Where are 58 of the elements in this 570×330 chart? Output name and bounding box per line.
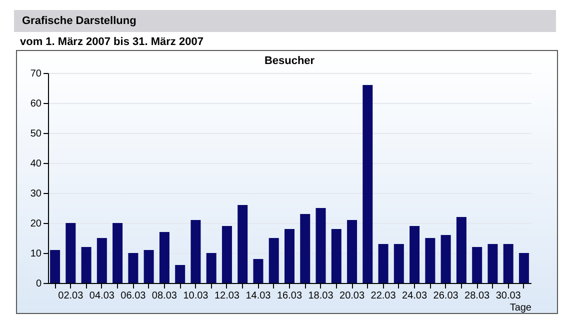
bar [206,253,216,283]
bar [456,217,466,283]
x-tick-label: 28.03 [464,290,490,302]
bar [284,229,294,283]
bar [425,238,436,283]
bar [488,244,498,283]
y-tick-label: 50 [30,128,42,140]
bar [410,226,420,283]
bar [190,220,201,283]
x-tick-label: 08.03 [152,290,178,302]
bar [440,235,451,283]
bar [144,250,154,283]
bar [128,253,138,283]
x-axis-title: Tage [510,302,532,314]
bar [300,214,310,283]
y-tick-label: 70 [30,68,42,80]
x-tick-label: 04.03 [89,290,115,302]
x-tick-label: 12.03 [214,290,240,302]
bar [316,208,326,283]
x-tick-label: 24.03 [402,290,428,302]
bar [362,85,373,283]
chart-title: Besucher [264,55,316,67]
x-tick-label: 26.03 [433,290,459,302]
bar [378,244,388,283]
bar [96,238,107,283]
x-tick-label: 30.03 [496,290,522,302]
x-tick-label: 14.03 [246,290,272,302]
bar [331,229,342,283]
bar [268,238,279,283]
bar [175,265,186,283]
bar [394,244,404,283]
bar [112,223,123,283]
y-tick-label: 10 [30,248,42,260]
chart-subtitle: vom 1. März 2007 bis 31. März 2007 [20,36,204,48]
x-tick-label: 06.03 [120,290,146,302]
y-tick-label: 0 [36,278,42,290]
bar [472,247,482,283]
bar [81,247,92,283]
y-tick-label: 60 [30,98,42,110]
x-tick-label: 02.03 [58,290,84,302]
bar [159,232,170,283]
bar [503,244,514,283]
text: Grafische Darstellung [14,10,556,32]
bar [347,220,358,283]
x-tick-label: 18.03 [308,290,334,302]
y-tick-label: 30 [30,188,42,200]
x-tick-label: 22.03 [370,290,396,302]
bar [238,205,248,283]
bar [66,223,76,283]
x-tick-label: 10.03 [183,290,209,302]
bar [253,259,264,283]
x-tick-label: 16.03 [276,290,302,302]
y-tick-label: 20 [30,218,42,230]
x-tick-label: 20.03 [340,290,365,302]
bar [50,250,60,283]
y-tick-label: 40 [30,158,42,170]
bar [222,226,232,283]
bar [518,253,529,283]
